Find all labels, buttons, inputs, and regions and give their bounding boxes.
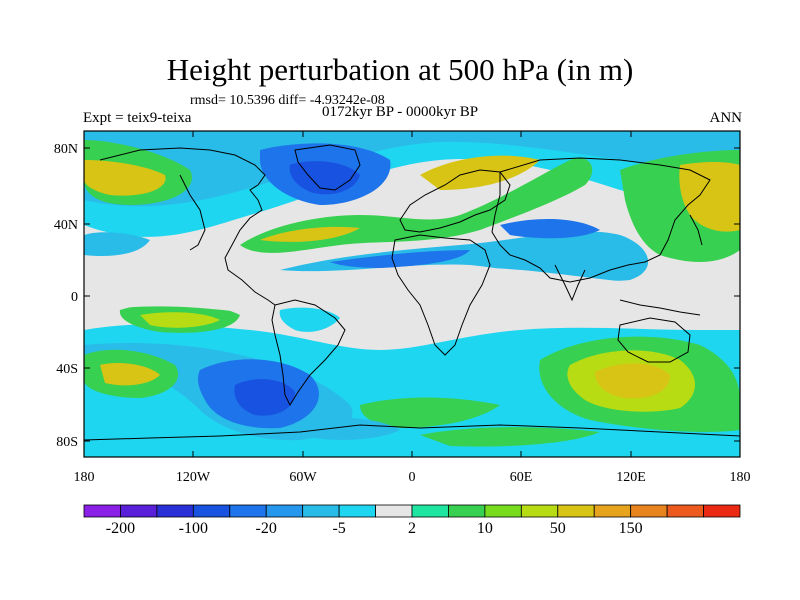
contour-field [84, 131, 740, 457]
colorbar-swatch [448, 504, 486, 518]
period-label: 0172kyr BP - 0000kyr BP [322, 104, 479, 120]
colorbar-label: -200 [106, 520, 135, 537]
colorbar-swatch [630, 504, 668, 518]
colorbar-swatch [593, 504, 632, 518]
colorbar-label: -100 [179, 520, 208, 537]
colorbar-label: -20 [256, 520, 277, 537]
colorbar-swatch [666, 504, 704, 518]
colorbar-label: 10 [477, 520, 493, 537]
colorbar-swatch [83, 504, 121, 518]
colorbar-swatch [557, 504, 595, 518]
experiment-label: Expt = teix9-teixa [83, 110, 192, 126]
colorbar-swatch [302, 504, 340, 518]
colorbar-label: 150 [619, 520, 643, 537]
longitude-ticks: 180 120W 60W 0 60E 120E 180 [74, 131, 751, 485]
lon-tick-label: 60W [289, 470, 317, 485]
colorbar-swatch [120, 504, 158, 518]
colorbar-label: 50 [550, 520, 566, 537]
colorbar-swatch [156, 504, 194, 518]
colorbar-label: -5 [332, 520, 345, 537]
stats-line: rmsd= 10.5396 diff= -4.93242e-08 [190, 93, 385, 108]
colorbar-swatch [703, 504, 741, 518]
colorbar: -200 -100 -20 -5 2 10 50 150 [83, 504, 741, 537]
lon-tick-label: 120W [176, 470, 211, 485]
lon-tick-label: 0 [409, 470, 416, 485]
colorbar-swatch [411, 504, 449, 518]
coastlines [84, 144, 740, 441]
lon-tick-label: 60E [510, 470, 533, 485]
lat-tick-label: 40S [56, 362, 78, 377]
colorbar-swatch [338, 504, 376, 518]
colorbar-swatch [520, 504, 559, 518]
lat-tick-label: 40N [54, 218, 78, 233]
colorbar-swatch [484, 504, 522, 518]
latitude-ticks: 80N 40N 0 40S 80S [54, 142, 740, 450]
colorbar-swatch [192, 504, 231, 518]
lat-tick-label: 0 [71, 290, 78, 305]
colorbar-label: 2 [408, 520, 416, 537]
lon-tick-label: 120E [616, 470, 646, 485]
colorbar-swatch [229, 504, 267, 518]
lat-tick-label: 80S [56, 435, 78, 450]
lat-tick-label: 80N [54, 142, 78, 157]
colorbar-swatch [265, 504, 304, 518]
lon-tick-label: 180 [74, 470, 95, 485]
colorbar-swatch [375, 504, 413, 518]
lon-tick-label: 180 [730, 470, 751, 485]
plot-title: Height perturbation at 500 hPa (in m) [166, 52, 634, 87]
season-label: ANN [709, 110, 743, 126]
